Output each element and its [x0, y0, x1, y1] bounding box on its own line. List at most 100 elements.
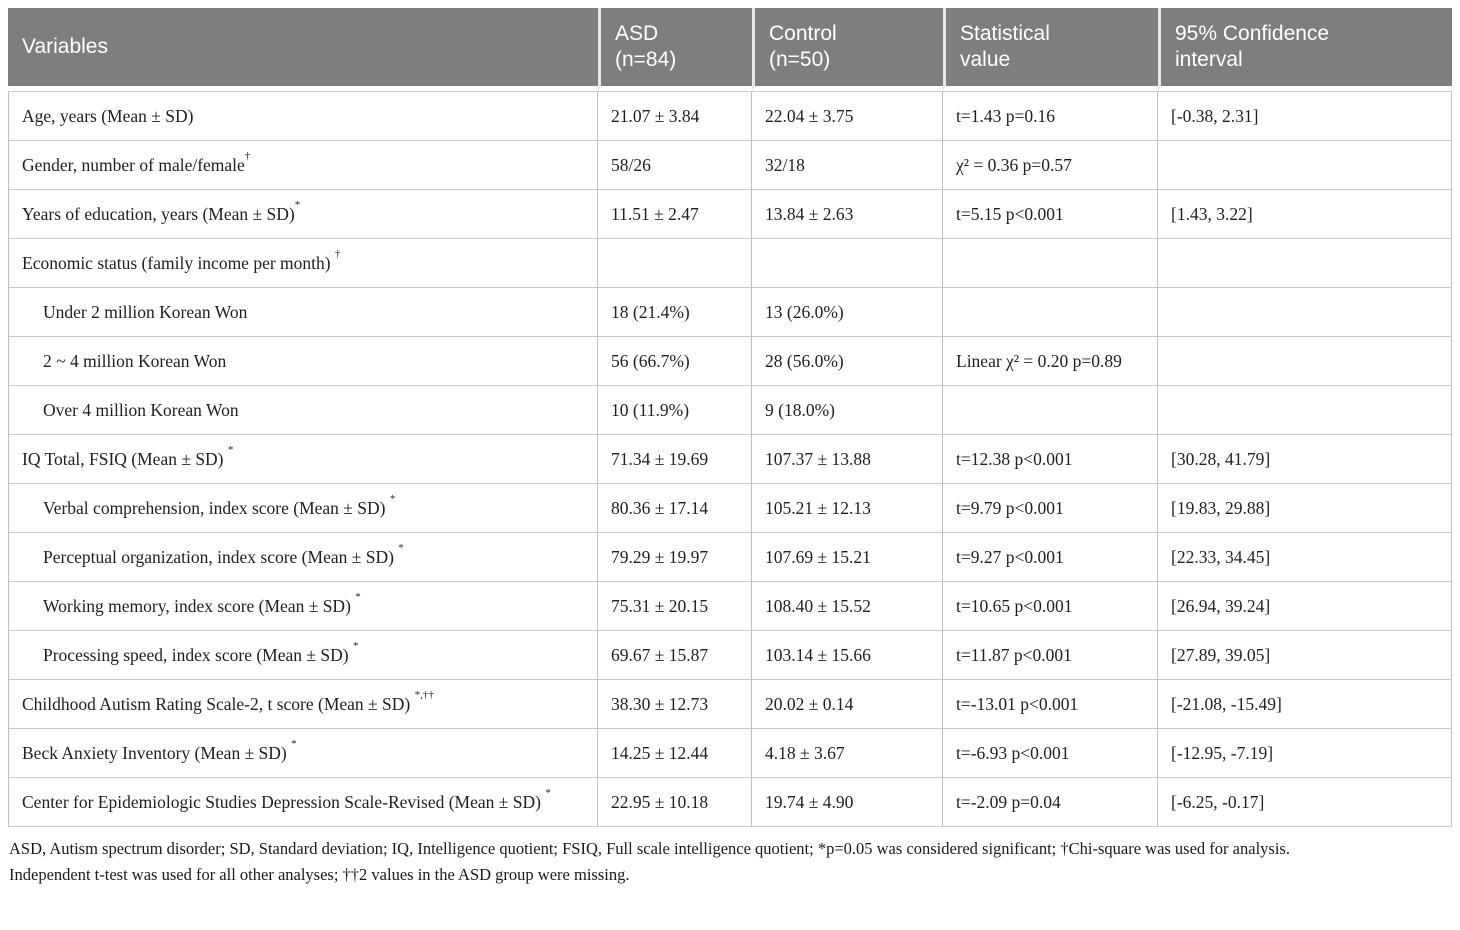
variable-text: IQ Total, FSIQ (Mean ± SD) — [22, 449, 228, 469]
header-line: 95% Confidence — [1175, 22, 1330, 45]
control-value-cell: 108.40 ± 15.52 — [752, 582, 943, 631]
variable-label: Years of education, years (Mean ± SD)* — [22, 200, 300, 224]
confidence-interval-cell: [-6.25, -0.17] — [1158, 778, 1452, 827]
variable-label: Age, years (Mean ± SD) — [22, 106, 193, 126]
variable-label: Perceptual organization, index score (Me… — [22, 543, 404, 567]
confidence-interval-cell — [1158, 141, 1452, 190]
statistical-value-cell: t=-13.01 p<0.001 — [943, 680, 1158, 729]
asd-value-cell: 71.34 ± 19.69 — [598, 435, 752, 484]
header-line: Variables — [22, 35, 108, 58]
variable-label: Gender, number of male/female† — [22, 151, 250, 175]
table-row: Beck Anxiety Inventory (Mean ± SD) * 14.… — [8, 729, 1452, 778]
confidence-interval-cell: [19.83, 29.88] — [1158, 484, 1452, 533]
footnote-line-2: Independent t-test was used for all othe… — [9, 865, 630, 884]
asd-value-cell: 80.36 ± 17.14 — [598, 484, 752, 533]
table-row: Processing speed, index score (Mean ± SD… — [8, 631, 1452, 680]
control-value-cell: 20.02 ± 0.14 — [752, 680, 943, 729]
confidence-interval-cell — [1158, 239, 1452, 288]
variable-text: Processing speed, index score (Mean ± SD… — [43, 645, 353, 665]
variable-superscript: † — [334, 248, 341, 261]
confidence-interval-cell: [-21.08, -15.49] — [1158, 680, 1452, 729]
header-line: interval — [1175, 48, 1243, 71]
variable-label: Over 4 million Korean Won — [22, 400, 239, 420]
header-confidence-interval: 95% Confidence interval — [1158, 8, 1452, 91]
variable-label: Under 2 million Korean Won — [22, 302, 247, 322]
variable-text: Working memory, index score (Mean ± SD) — [43, 596, 356, 616]
statistical-value-cell: t=5.15 p<0.001 — [943, 190, 1158, 239]
table-footnote: ASD, Autism spectrum disorder; SD, Stand… — [8, 836, 1452, 888]
table-row: Center for Epidemiologic Studies Depress… — [8, 778, 1452, 827]
confidence-interval-cell: [26.94, 39.24] — [1158, 582, 1452, 631]
variable-text: Center for Epidemiologic Studies Depress… — [22, 792, 546, 812]
asd-value-cell: 11.51 ± 2.47 — [598, 190, 752, 239]
variable-text: Beck Anxiety Inventory (Mean ± SD) — [22, 743, 292, 763]
confidence-interval-cell — [1158, 288, 1452, 337]
table-row: Perceptual organization, index score (Me… — [8, 533, 1452, 582]
control-value-cell: 28 (56.0%) — [752, 337, 943, 386]
variable-cell: Gender, number of male/female† — [8, 141, 598, 190]
header-line: ASD — [615, 22, 659, 45]
variable-label: Beck Anxiety Inventory (Mean ± SD) * — [22, 739, 297, 763]
variable-text: Years of education, years (Mean ± SD) — [22, 204, 295, 224]
control-value-cell: 22.04 ± 3.75 — [752, 91, 943, 141]
variable-cell: Perceptual organization, index score (Me… — [8, 533, 598, 582]
statistical-value-cell: t=12.38 p<0.001 — [943, 435, 1158, 484]
table-row: IQ Total, FSIQ (Mean ± SD) * 71.34 ± 19.… — [8, 435, 1452, 484]
asd-value-cell: 14.25 ± 12.44 — [598, 729, 752, 778]
variable-text: Over 4 million Korean Won — [43, 400, 239, 420]
control-value-cell: 105.21 ± 12.13 — [752, 484, 943, 533]
variable-cell: 2 ~ 4 million Korean Won — [8, 337, 598, 386]
statistical-value-cell: t=1.43 p=0.16 — [943, 91, 1158, 141]
asd-value-cell: 58/26 — [598, 141, 752, 190]
variable-cell: Years of education, years (Mean ± SD)* — [8, 190, 598, 239]
table-row: Gender, number of male/female† 58/26 32/… — [8, 141, 1452, 190]
variable-text: Perceptual organization, index score (Me… — [43, 547, 399, 567]
variable-superscript: * — [291, 738, 297, 751]
table-header-row: Variables ASD (n=84) Control (n=50) Stat… — [8, 8, 1452, 91]
variable-cell: Under 2 million Korean Won — [8, 288, 598, 337]
confidence-interval-cell: [-0.38, 2.31] — [1158, 91, 1452, 141]
control-value-cell: 19.74 ± 4.90 — [752, 778, 943, 827]
table-row: Years of education, years (Mean ± SD)* 1… — [8, 190, 1452, 239]
variable-superscript: *,†† — [414, 689, 434, 702]
table-row: Over 4 million Korean Won 10 (11.9%) 9 (… — [8, 386, 1452, 435]
confidence-interval-cell: [1.43, 3.22] — [1158, 190, 1452, 239]
variable-label: 2 ~ 4 million Korean Won — [22, 351, 226, 371]
header-variables: Variables — [8, 8, 598, 91]
variable-text: Age, years (Mean ± SD) — [22, 106, 194, 126]
header-line: value — [960, 48, 1011, 71]
variable-label: Center for Epidemiologic Studies Depress… — [22, 788, 551, 812]
variable-superscript: * — [355, 591, 361, 604]
asd-value-cell: 22.95 ± 10.18 — [598, 778, 752, 827]
variable-label: Economic status (family income per month… — [22, 249, 340, 273]
confidence-interval-cell: [-12.95, -7.19] — [1158, 729, 1452, 778]
control-value-cell: 103.14 ± 15.66 — [752, 631, 943, 680]
statistical-value-cell — [943, 288, 1158, 337]
variable-text: Verbal comprehension, index score (Mean … — [43, 498, 390, 518]
variable-superscript: * — [227, 444, 234, 457]
variable-superscript: * — [294, 199, 301, 212]
confidence-interval-cell: [22.33, 34.45] — [1158, 533, 1452, 582]
header-asd: ASD (n=84) — [598, 8, 752, 91]
asd-value-cell: 75.31 ± 20.15 — [598, 582, 752, 631]
asd-value-cell: 69.67 ± 15.87 — [598, 631, 752, 680]
statistical-value-cell — [943, 386, 1158, 435]
variable-cell: Verbal comprehension, index score (Mean … — [8, 484, 598, 533]
header-line: Control — [769, 22, 837, 45]
statistical-value-cell: t=11.87 p<0.001 — [943, 631, 1158, 680]
control-value-cell: 13.84 ± 2.63 — [752, 190, 943, 239]
statistical-value-cell: χ² = 0.36 p=0.57 — [943, 141, 1158, 190]
demographics-table: Variables ASD (n=84) Control (n=50) Stat… — [8, 8, 1452, 827]
variable-superscript: * — [352, 640, 359, 653]
statistical-value-cell: t=9.27 p<0.001 — [943, 533, 1158, 582]
control-value-cell: 9 (18.0%) — [752, 386, 943, 435]
variable-cell: Childhood Autism Rating Scale-2, t score… — [8, 680, 598, 729]
table-row: Economic status (family income per month… — [8, 239, 1452, 288]
variable-cell: Age, years (Mean ± SD) — [8, 91, 598, 141]
table-row: Childhood Autism Rating Scale-2, t score… — [8, 680, 1452, 729]
variable-cell: Beck Anxiety Inventory (Mean ± SD) * — [8, 729, 598, 778]
asd-value-cell: 21.07 ± 3.84 — [598, 91, 752, 141]
variable-cell: Center for Epidemiologic Studies Depress… — [8, 778, 598, 827]
variable-label: Processing speed, index score (Mean ± SD… — [22, 641, 358, 665]
header-line: Statistical — [960, 22, 1050, 45]
